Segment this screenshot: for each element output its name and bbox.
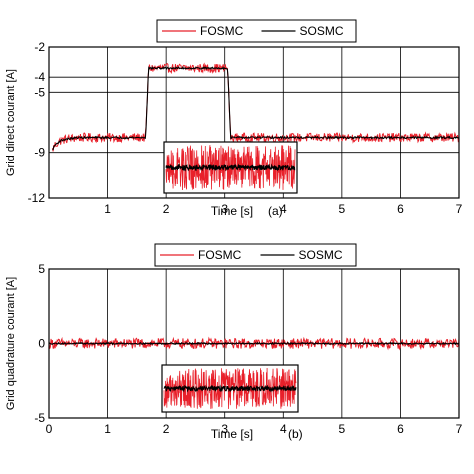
legend-label-sosmc: SOSMC [299,248,343,262]
x-tick-label: 5 [339,422,346,436]
x-tick-label: 7 [456,422,463,436]
series-line-sosmc [52,65,460,151]
x-tick-label: 6 [397,422,404,436]
y-tick-label: -5 [34,85,45,99]
y-axis-label: Grid direct courant [A] [5,69,17,176]
x-tick-label: 0 [46,422,53,436]
x-tick-label: 1 [104,422,111,436]
plot-frame [48,268,460,419]
x-tick-label: 5 [339,202,346,216]
y-tick-label: -9 [34,146,45,160]
x-tick-label: 3 [221,202,228,216]
x-tick-label: 2 [163,422,170,436]
y-tick-label: -4 [34,70,45,84]
plot-frame [48,46,460,199]
legend-label-fosmc: FOSMC [198,248,242,262]
legend: FOSMC SOSMC [156,19,357,43]
x-tick-label: 7 [456,202,463,216]
legend: FOSMC SOSMC [154,243,357,267]
x-tick-label: 6 [397,202,404,216]
inset-series-sosmc [165,163,296,172]
inset-frame [163,141,298,194]
x-tick-label: 4 [280,202,287,216]
inset-frame [161,364,299,413]
legend-box [156,19,357,43]
y-tick-label: -5 [34,411,45,425]
x-axis-label: Time [s] [211,427,253,441]
series-line-fosmc [51,62,460,152]
panel-label: (b) [288,427,303,441]
x-axis-label: Time [s] [211,204,253,218]
x-tick-label: 3 [221,422,228,436]
legend-label-sosmc: SOSMC [300,24,344,38]
y-tick-label: -12 [28,191,46,205]
x-tick-label: 1 [104,202,111,216]
y-axis-label: Grid quadrature courant [A] [5,277,17,410]
y-tick-label: -2 [34,40,45,54]
panel-label: (a) [268,204,283,218]
legend-box [154,243,357,267]
chart-panel-1: 1 2 3 4 5 6 7 -2 -4-5 -9 -12 Time [s] (a) Grid direct… [5,19,463,218]
inset-series-sosmc [163,384,297,393]
series-line-sosmc [48,341,460,346]
series-line-fosmc [48,336,460,351]
y-tick-label: 5 [38,262,45,276]
y-tick-label: 0 [38,337,45,351]
legend-label-fosmc: FOSMC [200,24,244,38]
x-tick-label: 2 [163,202,170,216]
inset-series-fosmc [163,368,297,409]
zoom-inset [163,141,298,194]
x-tick-label: 4 [280,422,287,436]
zoom-inset [161,364,299,413]
